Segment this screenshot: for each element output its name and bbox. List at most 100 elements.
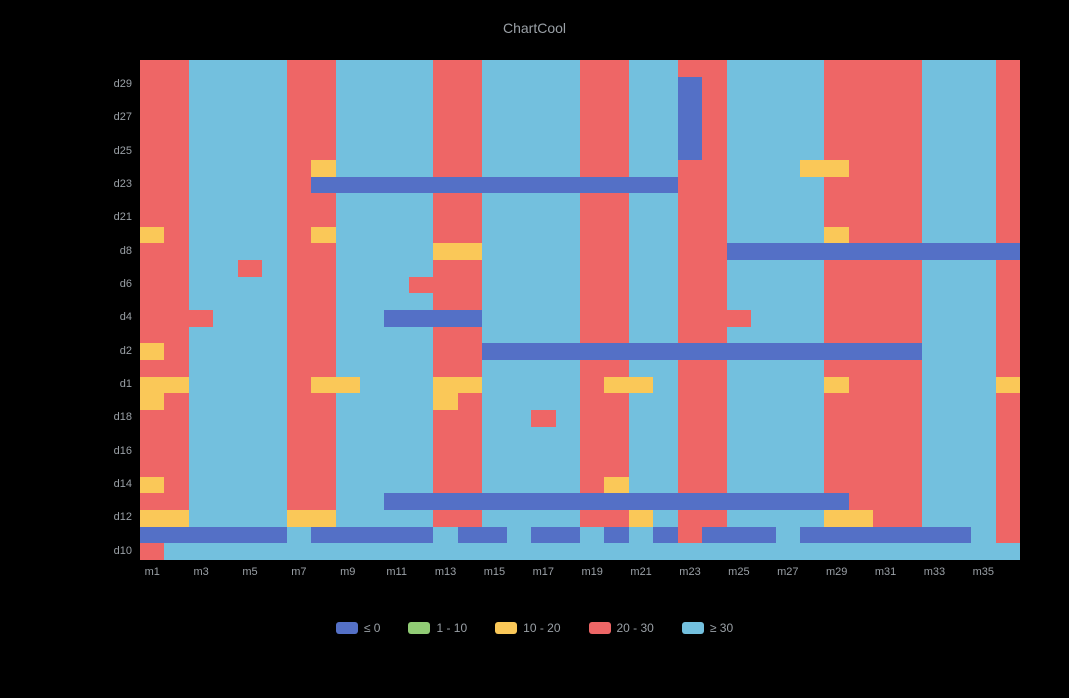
- heatmap-cell: [409, 110, 434, 127]
- heatmap-cell: [262, 110, 287, 127]
- heatmap-cell: [507, 160, 532, 177]
- heatmap-cell: [360, 310, 385, 327]
- heatmap-cell: [336, 127, 361, 144]
- heatmap-cell: [898, 177, 923, 194]
- heatmap-cell: [433, 177, 458, 194]
- heatmap-cell: [531, 377, 556, 394]
- heatmap-cell: [311, 227, 336, 244]
- heatmap-cell: [776, 393, 801, 410]
- heatmap-cell: [678, 443, 703, 460]
- heatmap-cell: [653, 293, 678, 310]
- heatmap-cell: [702, 393, 727, 410]
- heatmap-cell: [336, 160, 361, 177]
- heatmap-cell: [580, 460, 605, 477]
- heatmap-cell: [140, 360, 165, 377]
- heatmap-cell: [262, 377, 287, 394]
- y-axis-label: d8: [12, 245, 132, 257]
- heatmap-cell: [873, 310, 898, 327]
- heatmap-cell: [996, 493, 1021, 510]
- heatmap-cell: [580, 177, 605, 194]
- heatmap-cell: [824, 377, 849, 394]
- heatmap-cell: [213, 243, 238, 260]
- heatmap-cell: [409, 193, 434, 210]
- heatmap-cell: [653, 410, 678, 427]
- heatmap-cell: [702, 460, 727, 477]
- heatmap-cell: [164, 110, 189, 127]
- heatmap-cell: [824, 227, 849, 244]
- heatmap-cell: [336, 143, 361, 160]
- heatmap-cell: [262, 393, 287, 410]
- heatmap-cell: [458, 77, 483, 94]
- heatmap-cell: [996, 227, 1021, 244]
- heatmap-cell: [971, 343, 996, 360]
- heatmap-cell: [678, 393, 703, 410]
- heatmap-cell: [678, 143, 703, 160]
- heatmap-cell: [360, 460, 385, 477]
- heatmap-cell: [776, 343, 801, 360]
- heatmap-cell: [678, 460, 703, 477]
- heatmap-cell: [776, 143, 801, 160]
- heatmap-cell: [287, 377, 312, 394]
- heatmap-cell: [849, 527, 874, 544]
- heatmap-cell: [629, 377, 654, 394]
- heatmap-cell: [727, 277, 752, 294]
- heatmap-cell: [311, 177, 336, 194]
- heatmap-cell: [311, 93, 336, 110]
- heatmap-cell: [360, 160, 385, 177]
- y-axis-label: d12: [12, 511, 132, 523]
- heatmap-cell: [409, 327, 434, 344]
- heatmap-cell: [751, 460, 776, 477]
- heatmap-cell: [971, 110, 996, 127]
- heatmap-cell: [727, 427, 752, 444]
- heatmap-cell: [336, 293, 361, 310]
- heatmap-cell: [824, 60, 849, 77]
- heatmap-cell: [262, 543, 287, 560]
- heatmap-cell: [849, 193, 874, 210]
- heatmap-cell: [140, 510, 165, 527]
- heatmap-cell: [213, 460, 238, 477]
- heatmap-cell: [189, 460, 214, 477]
- heatmap-cell: [727, 310, 752, 327]
- heatmap-cell: [824, 527, 849, 544]
- heatmap-cell: [604, 227, 629, 244]
- heatmap-cell: [140, 260, 165, 277]
- heatmap-cell: [507, 277, 532, 294]
- heatmap-cell: [996, 360, 1021, 377]
- heatmap-cell: [922, 427, 947, 444]
- heatmap-cell: [800, 177, 825, 194]
- heatmap-cell: [556, 410, 581, 427]
- y-axis-label: d18: [12, 411, 132, 423]
- heatmap-cell: [873, 377, 898, 394]
- heatmap-cell: [922, 327, 947, 344]
- heatmap-cell: [531, 327, 556, 344]
- heatmap-cell: [678, 160, 703, 177]
- heatmap-cell: [824, 143, 849, 160]
- heatmap-cell: [311, 343, 336, 360]
- heatmap-cell: [580, 443, 605, 460]
- heatmap-cell: [849, 327, 874, 344]
- heatmap-cell: [507, 360, 532, 377]
- heatmap-cell: [824, 160, 849, 177]
- heatmap-cell: [996, 127, 1021, 144]
- heatmap-cell: [140, 277, 165, 294]
- heatmap-cell: [507, 393, 532, 410]
- heatmap-cell: [727, 377, 752, 394]
- heatmap-cell: [409, 293, 434, 310]
- heatmap-cell: [482, 77, 507, 94]
- heatmap-cell: [140, 210, 165, 227]
- heatmap-cell: [287, 143, 312, 160]
- heatmap-cell: [433, 210, 458, 227]
- heatmap-cell: [629, 177, 654, 194]
- heatmap-cell: [164, 77, 189, 94]
- heatmap-cell: [751, 193, 776, 210]
- heatmap-cell: [507, 377, 532, 394]
- x-axis-label: m21: [621, 566, 661, 578]
- heatmap-cell: [776, 277, 801, 294]
- heatmap-cell: [213, 443, 238, 460]
- heatmap-cell: [751, 277, 776, 294]
- heatmap-cell: [971, 143, 996, 160]
- heatmap-cell: [287, 410, 312, 427]
- heatmap-cell: [482, 477, 507, 494]
- heatmap-cell: [849, 227, 874, 244]
- heatmap-cell: [433, 60, 458, 77]
